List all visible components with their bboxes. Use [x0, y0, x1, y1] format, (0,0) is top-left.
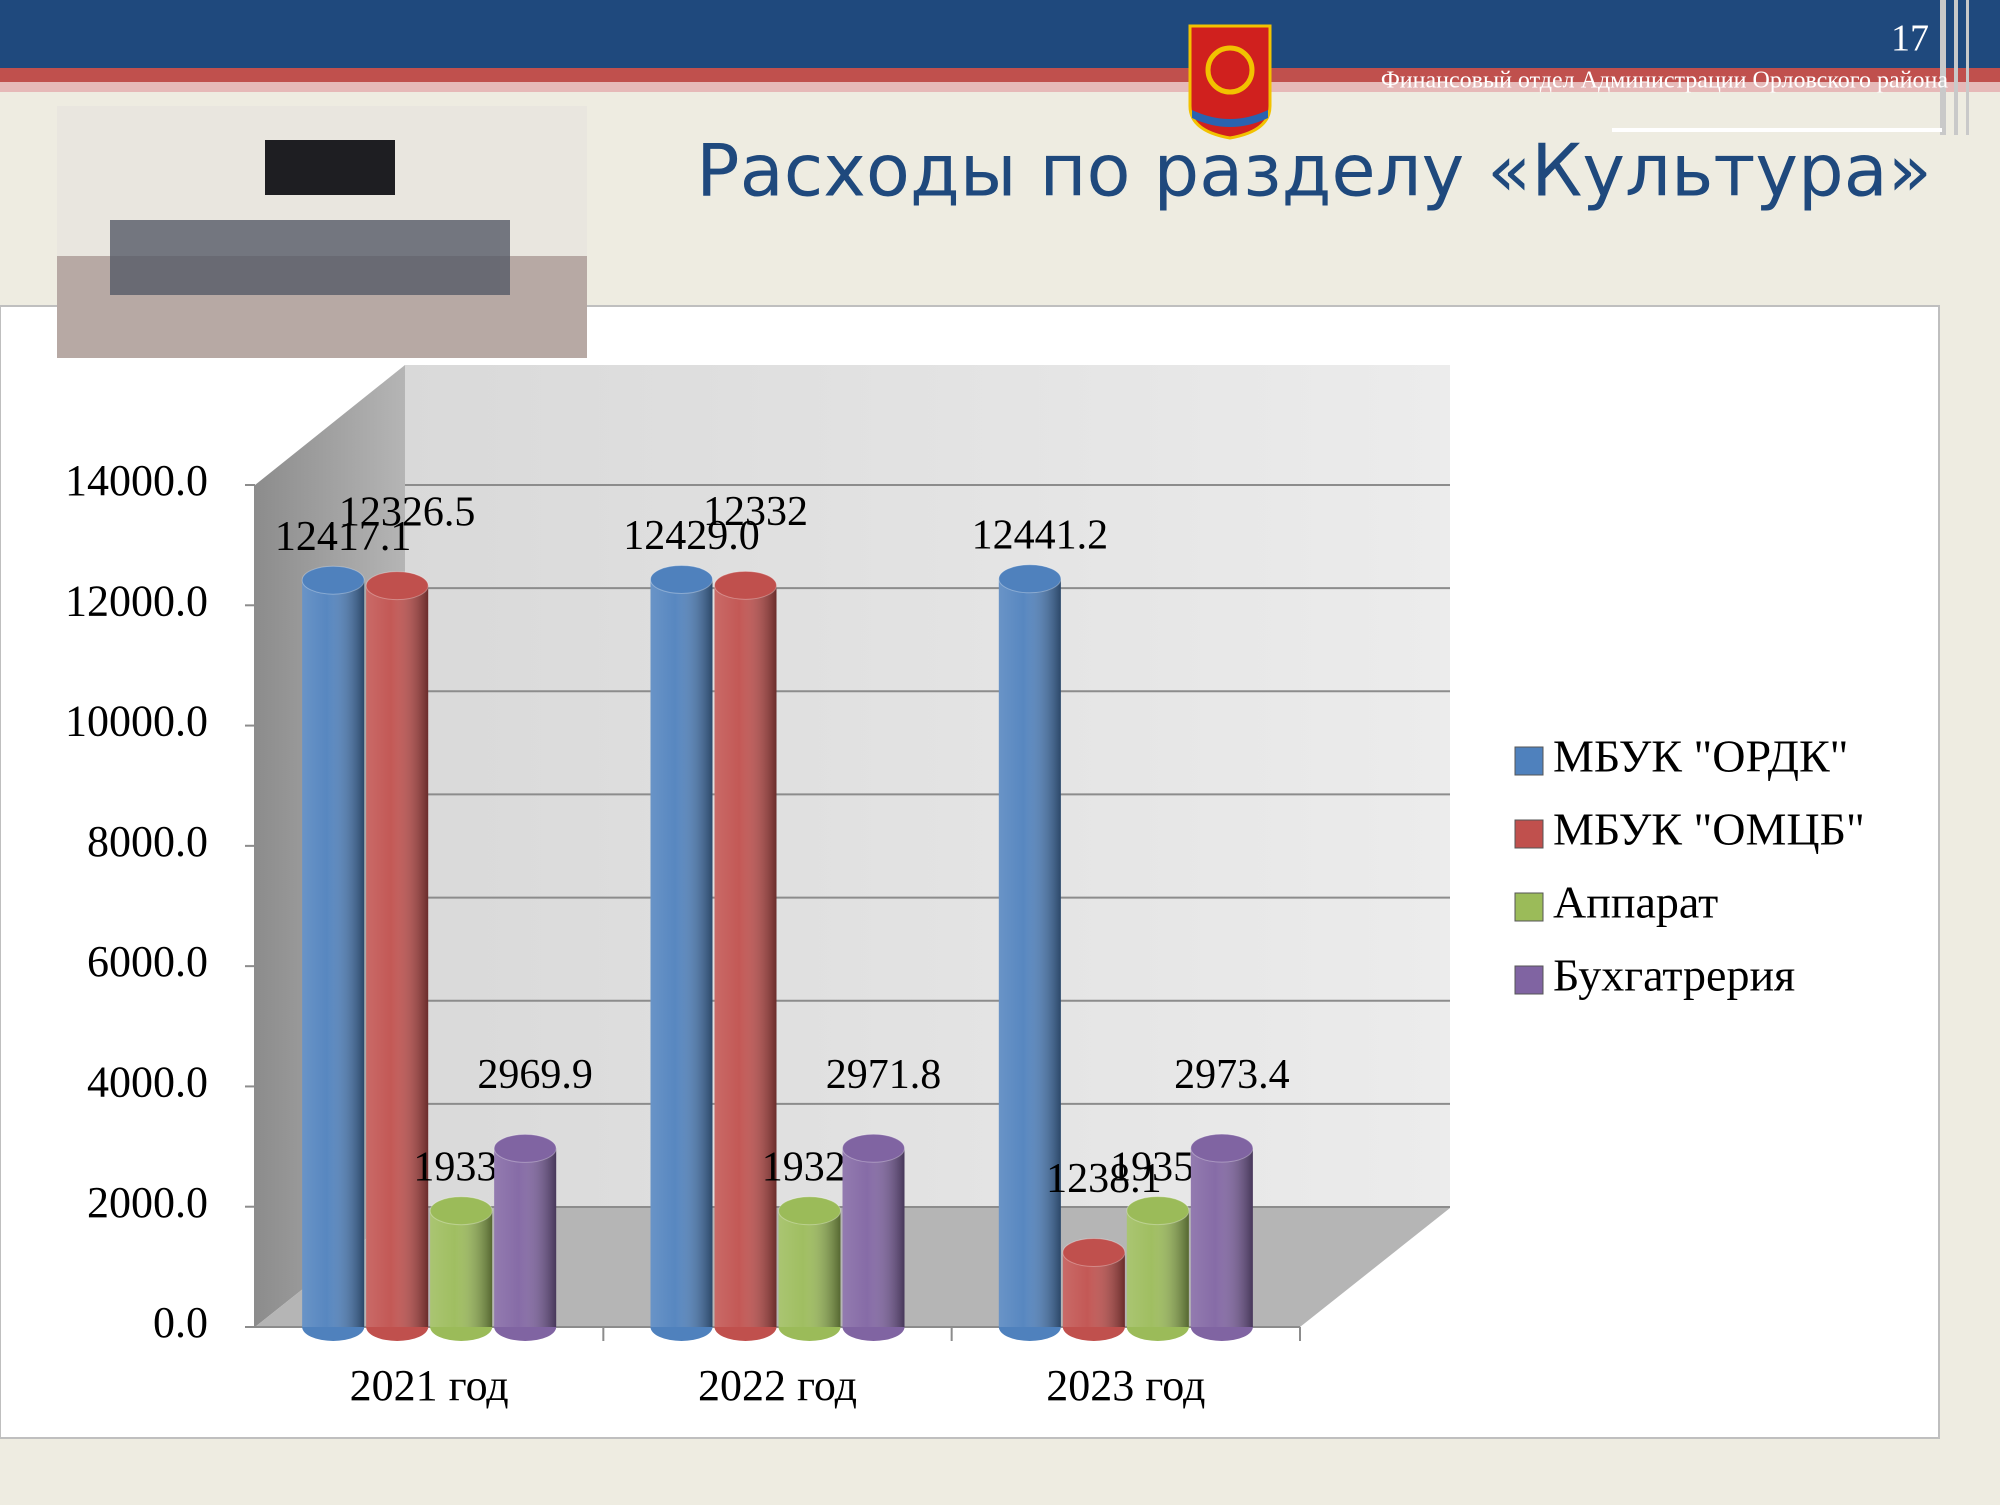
bar-shade: [650, 579, 713, 1327]
header-stripe: [0, 82, 2000, 92]
bar-shade: [778, 1210, 841, 1327]
bar-shade: [430, 1210, 493, 1327]
y-tick-label: 10000.0: [65, 697, 208, 746]
bar-shade: [842, 1148, 905, 1327]
legend-swatch: [1514, 965, 1544, 995]
bar-shade: [714, 585, 777, 1327]
bar-shade: [302, 580, 365, 1327]
value-label: 12326.5: [339, 489, 476, 535]
logo-detail: [1205, 45, 1255, 95]
page-number: 17: [1891, 18, 1929, 60]
legend-label: Бухгатрерия: [1553, 950, 1795, 1001]
legend-label: МБУК "ОМЦБ": [1553, 804, 1865, 855]
y-tick-label: 14000.0: [65, 456, 208, 505]
x-tick-label: 2022 год: [698, 1361, 857, 1410]
bar-top: [493, 1133, 557, 1163]
y-tick-label: 2000.0: [87, 1178, 208, 1227]
photo-screen: [265, 140, 395, 195]
y-tick-label: 12000.0: [65, 576, 208, 625]
bar-shade: [998, 578, 1061, 1327]
bar-shade: [494, 1148, 557, 1327]
value-label: 12417.1: [275, 514, 412, 560]
value-label: 12332: [703, 489, 808, 535]
y-tick-label: 4000.0: [87, 1058, 208, 1107]
y-tick-label: 8000.0: [87, 817, 208, 866]
bar-top: [301, 565, 365, 595]
deco-line: [1612, 128, 1942, 132]
value-label: 2969.9: [477, 1052, 593, 1098]
x-tick-label: 2021 год: [350, 1361, 509, 1410]
deco-line: [1954, 0, 1958, 135]
bar-top: [714, 570, 777, 600]
bar-top: [429, 1196, 493, 1226]
bar-shade: [1126, 1210, 1189, 1327]
x-tick-label: 2023 год: [1046, 1361, 1205, 1410]
header-stripe: [0, 68, 2000, 82]
legend-label: МБУК "ОРДК": [1553, 731, 1848, 782]
chart-title: Расходы по разделу «Культура»: [696, 129, 1932, 213]
bar-shade: [366, 585, 429, 1327]
header-bar: [0, 0, 2000, 68]
value-label: 1238.1: [1046, 1156, 1162, 1202]
bar-top: [365, 571, 429, 601]
bar-top: [1062, 1238, 1126, 1268]
y-tick-label: 6000.0: [87, 937, 208, 986]
bar-top: [1190, 1133, 1254, 1163]
value-label: 2971.8: [826, 1052, 942, 1098]
photo-people: [110, 220, 510, 295]
bar-shade: [1190, 1148, 1253, 1327]
legend-swatch: [1514, 746, 1544, 776]
bar-top: [778, 1196, 841, 1226]
deco-line: [1966, 0, 1969, 135]
value-label: 12429.0: [623, 513, 760, 559]
deco-line: [1940, 0, 1946, 135]
legend-swatch: [1514, 819, 1544, 849]
bar-top: [650, 564, 713, 594]
y-tick-label: 0.0: [153, 1298, 208, 1347]
bar-top: [842, 1133, 905, 1163]
photo: [57, 106, 587, 358]
organization: Финансовый отдел Администрации Орловског…: [1381, 68, 1949, 94]
bar-top: [998, 564, 1062, 594]
value-label: 2973.4: [1174, 1052, 1290, 1098]
legend-label: Аппарат: [1553, 877, 1718, 928]
bar-top: [1126, 1196, 1190, 1226]
legend-swatch: [1514, 892, 1544, 922]
logo-detail: [1192, 110, 1268, 127]
value-label: 12441.2: [972, 512, 1109, 558]
